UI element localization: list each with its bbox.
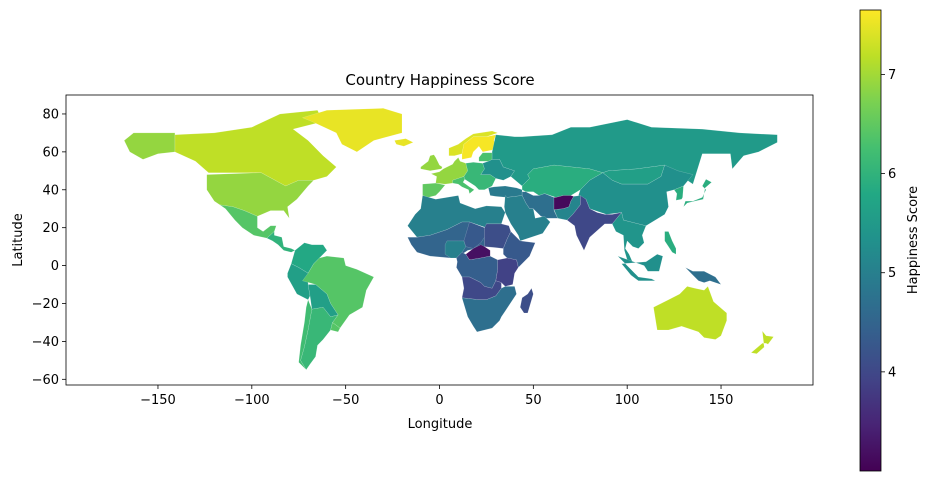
map-region-12 [330,322,341,333]
colorbar-label: Happiness Score [906,186,921,294]
map-region-52 [519,287,534,314]
colorbar [859,9,882,472]
x-tick-label: −100 [234,393,270,408]
map-regions [123,108,778,371]
map-region-18 [422,182,446,198]
chart-title: Country Happiness Score [345,71,534,89]
x-tick-label: −50 [332,393,359,408]
map-region-47 [503,231,536,268]
colorbar-tick-label: 6 [888,167,896,182]
y-tick-label: −20 [32,297,59,312]
map-region-19 [452,176,475,194]
map-region-3 [301,108,403,153]
y-tick-label: −60 [32,373,59,388]
x-tick-label: 100 [615,393,640,408]
map-region-36 [664,231,677,255]
colorbar-tick-label: 5 [888,266,896,281]
colorbar-tick-label: 7 [888,68,896,83]
map-region-11 [300,307,339,371]
map-region-7 [287,263,311,300]
map-region-9 [307,284,339,318]
map-region-1 [123,132,176,160]
map-region-0 [174,109,337,187]
map-region-4 [219,204,277,239]
map-region-33 [566,195,623,251]
map-region-27 [578,164,694,227]
map-region-21 [478,152,493,162]
map-region-43 [444,240,467,259]
y-tick-label: 40 [42,183,59,198]
y-axis-label: Latitude [11,213,26,267]
y-tick-label: 0 [51,259,59,274]
colorbar-tick-label: 4 [888,365,896,380]
map-region-20 [463,162,497,191]
y-axis-ticks: −60 −40 −20 0 20 40 60 80 [32,107,66,388]
x-tick-label: −150 [140,393,176,408]
x-tick-label: 150 [709,393,734,408]
map-region-38 [685,267,722,285]
map-region-25 [521,164,604,198]
map-region-28 [673,185,684,201]
y-tick-label: 20 [42,221,59,236]
map-region-29 [683,179,712,207]
map-region-2 [206,172,315,219]
map-region-37 [617,253,664,281]
x-axis-ticks: −150 −100 −50 0 50 100 150 [140,385,733,408]
map-region-34 [504,195,551,242]
x-tick-label: 0 [435,393,443,408]
map-region-39 [653,286,727,340]
map-region-51 [461,286,517,333]
map-region-13 [394,138,414,147]
y-tick-label: 60 [42,145,59,160]
map-region-14 [420,154,443,172]
map-region-5 [266,231,296,253]
map-region-35 [611,212,647,264]
y-tick-label: −40 [32,335,59,350]
x-axis-label: Longitude [408,417,473,432]
y-tick-label: 80 [42,107,59,122]
colorbar-ticks: 4 5 6 7 [881,68,896,380]
map-region-49 [495,257,519,287]
x-tick-label: 50 [525,393,542,408]
map-region-40 [750,330,774,354]
